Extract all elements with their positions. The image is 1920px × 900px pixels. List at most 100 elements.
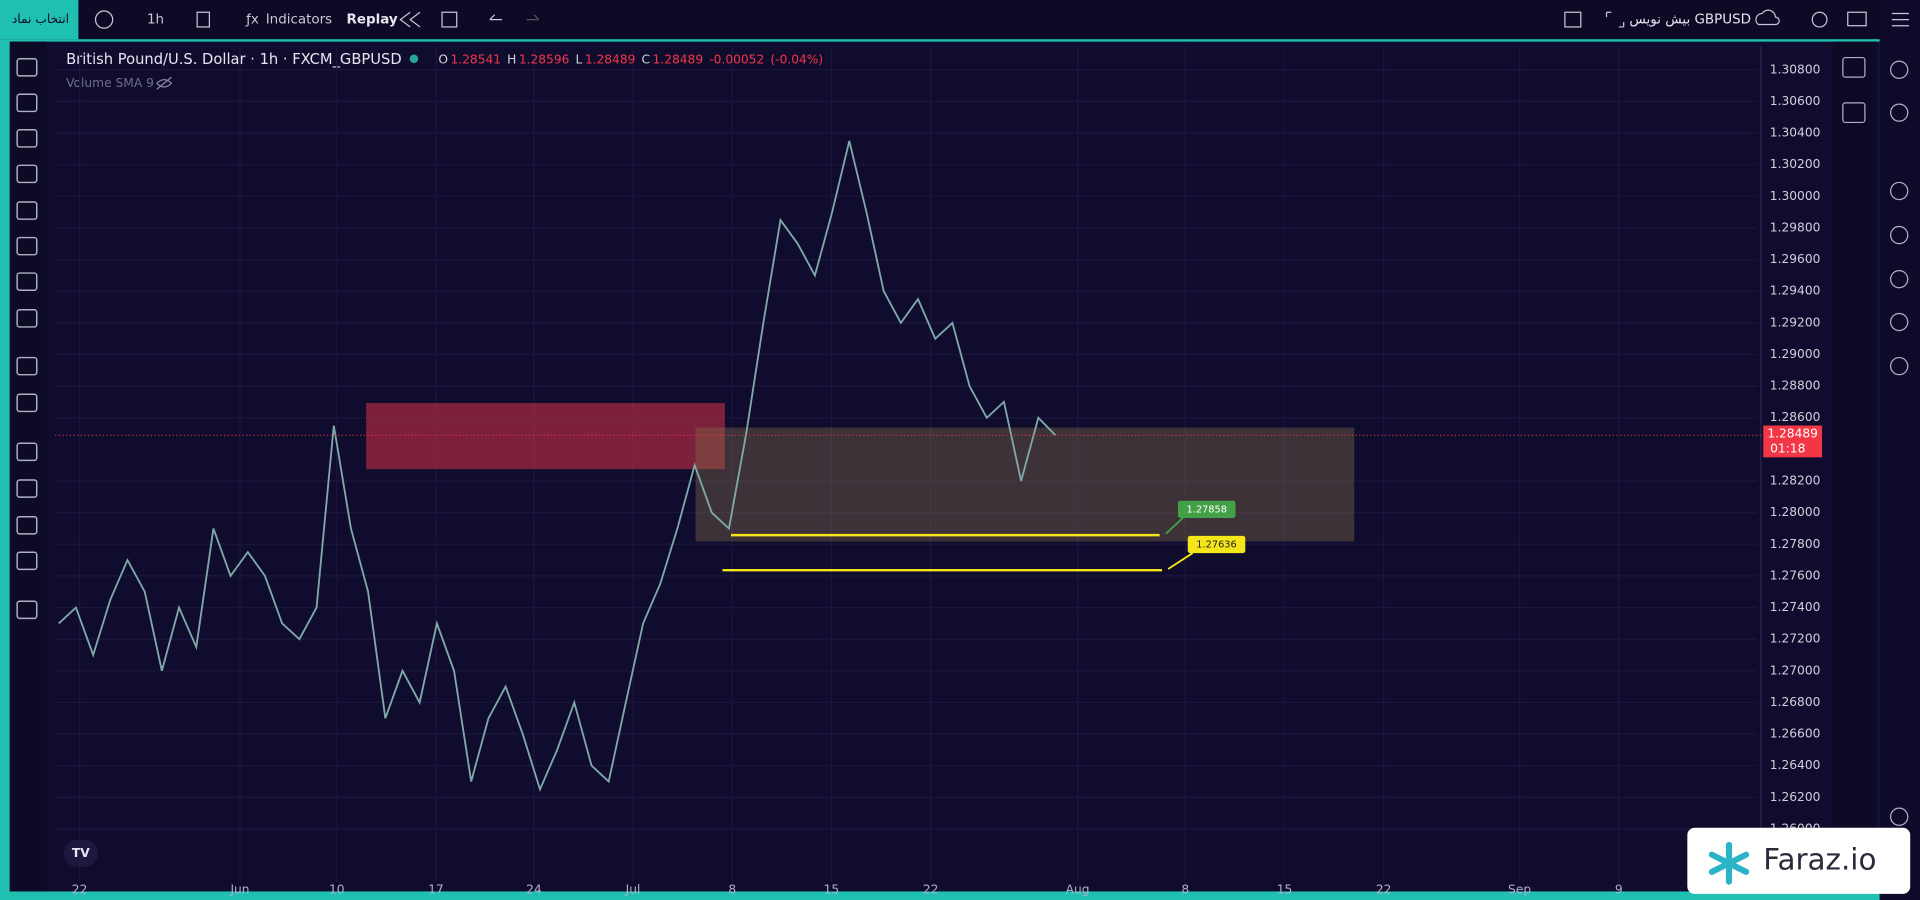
y-tick-label: 1.26800 xyxy=(1770,695,1821,709)
market-status xyxy=(409,54,419,64)
layout-icon[interactable] xyxy=(441,11,458,28)
x-tick-label: 10 xyxy=(329,883,345,897)
y-tick-label: 1.29000 xyxy=(1770,347,1821,361)
fx-icon[interactable]: ƒx xyxy=(245,13,259,28)
y-tick-label: 1.26400 xyxy=(1770,758,1821,772)
settings-icon[interactable] xyxy=(1811,11,1828,28)
watermark-logo xyxy=(1708,841,1750,885)
right-sidebar xyxy=(1879,0,1920,900)
sidebar-icon[interactable] xyxy=(1890,356,1909,376)
fullscreen-box-icon[interactable] xyxy=(1564,11,1582,28)
level-label-box xyxy=(1187,535,1246,554)
left-tool-icon[interactable] xyxy=(16,164,38,184)
symbol-button-bg[interactable] xyxy=(0,0,79,40)
y-tick-label: 1.30200 xyxy=(1770,157,1821,171)
ohlc-name: H xyxy=(507,53,516,67)
y-tick-label: 1.28200 xyxy=(1770,474,1821,488)
left-tool-icon[interactable] xyxy=(16,93,38,113)
draft-label[interactable]: بیش نویس GBPUSD xyxy=(1629,13,1751,28)
left-tool-icon[interactable] xyxy=(16,236,38,256)
sidebar-icon[interactable] xyxy=(1890,807,1909,826)
left-tool-icon[interactable] xyxy=(16,516,38,535)
left-tool-icon[interactable] xyxy=(16,129,38,148)
symbol-button[interactable]: انتخاب نماد xyxy=(12,12,69,26)
left-tool-icon[interactable] xyxy=(16,442,38,462)
ohlc-value: 1.28489 xyxy=(653,53,704,67)
sidebar-icon[interactable] xyxy=(1890,270,1909,289)
add-symbol-icon[interactable] xyxy=(94,10,114,29)
chart-panel xyxy=(9,41,1880,892)
hide-indicator-icon[interactable] xyxy=(156,76,173,90)
top-toolbar xyxy=(0,0,1920,40)
chart-area: 22 Jun 10 17 24 Jul 8 15 22 Aug 8 15 22 Sep 9 1.30800 1.… xyxy=(55,46,1823,897)
x-tick-label: 8 xyxy=(728,883,736,897)
x-tick-label: Sep xyxy=(1508,883,1531,897)
indicator-label: Volume SMA 9 xyxy=(66,76,154,90)
left-tool-icon[interactable] xyxy=(16,479,38,498)
x-tick-label: 15 xyxy=(1277,883,1293,897)
ohlc-value: 1.28489 xyxy=(585,53,636,67)
menu-icon[interactable] xyxy=(1891,12,1909,27)
right-panel-icon[interactable] xyxy=(1842,102,1866,124)
left-tool-icon[interactable] xyxy=(16,551,38,571)
left-tool-icon[interactable] xyxy=(16,356,38,376)
countdown-label: 01:18 xyxy=(1770,441,1805,455)
redo-icon xyxy=(526,14,540,21)
x-tick-label: 17 xyxy=(428,883,444,897)
y-tick-label: 1.27600 xyxy=(1770,568,1821,582)
y-tick-label: 1.29800 xyxy=(1770,220,1821,234)
x-tick-label: Jul xyxy=(625,883,641,897)
chart-type-icon[interactable] xyxy=(196,11,210,28)
tv-logo: TV xyxy=(72,846,90,860)
y-tick-label: 1.29600 xyxy=(1770,252,1821,266)
y-tick-label: 1.30400 xyxy=(1770,126,1821,140)
level-connector xyxy=(1165,517,1184,535)
change-pct: (-0.04%) xyxy=(770,53,823,67)
replay-button[interactable]: Replay xyxy=(347,13,398,28)
interval-button[interactable]: 1h xyxy=(147,13,164,28)
y-tick-label: 1.27200 xyxy=(1770,632,1821,646)
replay-icon[interactable] xyxy=(399,11,421,28)
y-tick-label: 1.29200 xyxy=(1770,315,1821,329)
ohlc-name: O xyxy=(438,53,448,67)
sidebar-icon[interactable] xyxy=(1890,181,1909,201)
sidebar-icon[interactable] xyxy=(1890,60,1909,79)
indicators-button[interactable]: Indicators xyxy=(266,13,332,28)
sidebar-icon[interactable] xyxy=(1890,225,1909,245)
right-panel-icon[interactable] xyxy=(1842,56,1866,78)
level-label: 1.27858 xyxy=(1187,504,1227,515)
watermark-text: Faraz.io xyxy=(1763,842,1876,876)
y-tick-label: 1.27400 xyxy=(1770,600,1821,614)
sidebar-icon[interactable] xyxy=(1890,312,1909,332)
level-label: 1.27636 xyxy=(1196,539,1236,550)
y-tick-label: 1.28800 xyxy=(1770,379,1821,393)
snapshot-icon[interactable] xyxy=(1847,11,1867,27)
left-tool-icon[interactable] xyxy=(16,393,38,413)
last-price-label: 1.28489 xyxy=(1767,427,1818,441)
x-tick-label: 24 xyxy=(526,883,542,897)
y-tick-label: 1.27000 xyxy=(1770,663,1821,677)
y-tick-label: 1.30000 xyxy=(1770,189,1821,203)
sidebar-icon[interactable] xyxy=(1890,103,1909,122)
cloud-icon[interactable] xyxy=(1755,9,1780,26)
ohlc-value: 1.28541 xyxy=(450,53,501,67)
undo-icon[interactable] xyxy=(489,14,503,21)
left-tool-icon[interactable] xyxy=(16,58,38,77)
x-tick-label: 22 xyxy=(72,883,88,897)
ohlc-name: L xyxy=(576,53,583,67)
left-tool-icon[interactable] xyxy=(16,201,38,220)
logo-star xyxy=(1708,841,1750,885)
x-tick-label: Aug xyxy=(1066,883,1090,897)
zone xyxy=(695,427,1355,542)
y-tick-label: 1.26200 xyxy=(1770,790,1821,804)
left-tool-icon[interactable] xyxy=(16,272,38,291)
left-tool-icon[interactable] xyxy=(16,600,38,620)
ohlc-name: C xyxy=(642,53,651,67)
ohlc-value: 1.28596 xyxy=(519,53,570,67)
last-price-tag xyxy=(1763,425,1823,458)
y-tick-label: 1.27800 xyxy=(1770,537,1821,551)
expand-icon[interactable] xyxy=(1605,11,1625,28)
left-tool-icon[interactable] xyxy=(16,309,38,328)
price-line xyxy=(58,140,1057,793)
